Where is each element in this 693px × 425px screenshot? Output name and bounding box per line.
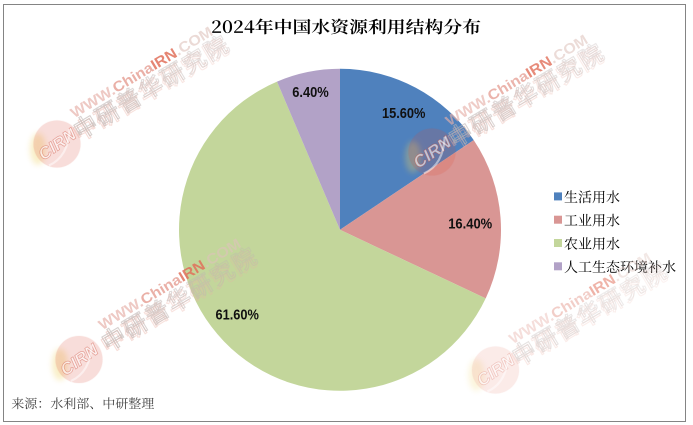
svg-text:6.40%: 6.40% xyxy=(292,84,329,101)
svg-text:15.60%: 15.60% xyxy=(382,105,426,122)
svg-text:16.40%: 16.40% xyxy=(448,216,492,233)
svg-text:61.60%: 61.60% xyxy=(216,306,259,323)
